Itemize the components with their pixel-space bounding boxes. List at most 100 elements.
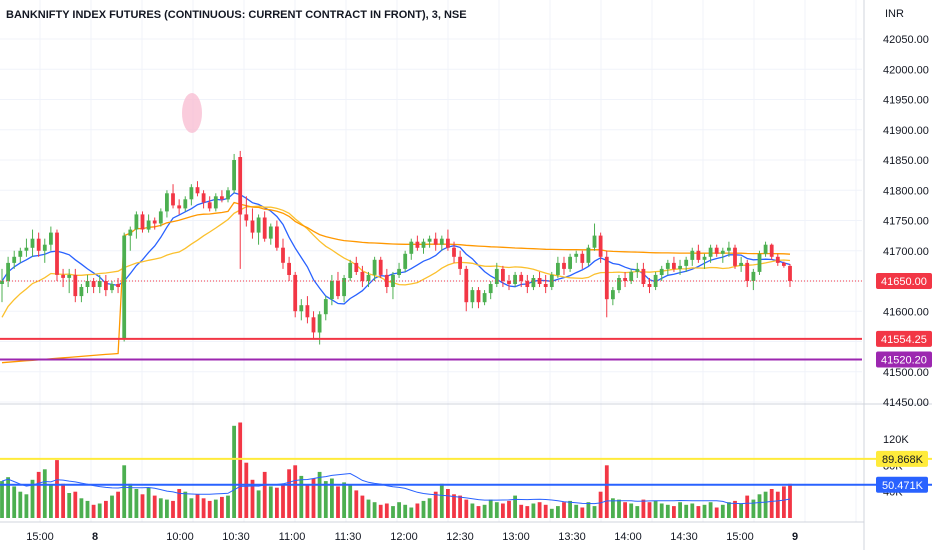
candle <box>665 262 670 269</box>
candle <box>146 220 151 230</box>
candle <box>549 274 554 287</box>
candle <box>629 271 634 281</box>
candle <box>299 305 304 312</box>
volume-bar <box>116 491 120 518</box>
volume-bar <box>659 503 664 518</box>
candle <box>672 262 676 269</box>
time-tick-label: 11:30 <box>335 531 362 543</box>
volume-bar <box>769 489 774 518</box>
candle <box>720 250 725 254</box>
candle <box>501 268 505 281</box>
volume-bar <box>611 498 615 519</box>
time-tick-label: 9 <box>792 531 798 543</box>
volume-bar <box>177 489 182 518</box>
volume-bar <box>549 508 554 518</box>
candle <box>708 247 713 257</box>
volume-bar <box>604 465 609 518</box>
volume-bar <box>183 491 188 518</box>
candle <box>366 274 371 281</box>
candle <box>788 265 792 281</box>
candle <box>751 271 756 281</box>
candle <box>348 262 353 278</box>
volume-bar <box>635 506 640 518</box>
price-badge-label: 41554.25 <box>881 334 927 346</box>
candle <box>189 187 194 200</box>
candle <box>268 226 273 239</box>
candle <box>36 238 41 251</box>
volume-bar <box>739 503 743 518</box>
volume-bar <box>446 489 450 518</box>
currency-label: INR <box>885 8 904 20</box>
candle <box>458 256 462 269</box>
volume-tick-label: 120K <box>883 434 909 446</box>
candle <box>201 193 206 203</box>
volume-badge <box>876 476 928 493</box>
vwap-line <box>1 201 791 364</box>
volume-bar <box>592 506 597 518</box>
candle <box>384 274 389 287</box>
candle <box>659 268 664 275</box>
time-tick-label: 15:00 <box>726 531 754 543</box>
volume-bar <box>439 483 444 518</box>
candle <box>690 250 695 260</box>
volume-bar <box>311 478 316 518</box>
volume-bar <box>427 498 432 519</box>
volume-bar <box>36 471 41 518</box>
price-tick-label: 41950.00 <box>883 95 929 107</box>
time-tick-label: 10:00 <box>166 531 194 543</box>
volume-bar <box>733 500 737 518</box>
volume-badge-label: 50.471K <box>882 480 924 492</box>
volume-bar <box>317 471 322 518</box>
candle <box>275 226 279 248</box>
price-badge-label: 41650.00 <box>881 276 927 288</box>
price-tick-label: 41450.00 <box>883 397 929 409</box>
volume-bar <box>134 489 139 518</box>
volume-bar <box>714 507 719 518</box>
volume-bar <box>690 503 695 518</box>
volume-bar <box>293 465 298 518</box>
candle <box>482 293 487 303</box>
volume-bar <box>287 469 291 518</box>
volume-bar <box>140 494 145 518</box>
candle <box>733 247 737 266</box>
volume-bar <box>262 471 267 518</box>
candle <box>745 262 750 281</box>
volume-bar <box>220 496 224 518</box>
volume-bar <box>788 483 792 518</box>
volume-bar <box>336 486 340 518</box>
volume-bar <box>513 495 517 518</box>
volume-bar <box>122 465 127 518</box>
candle <box>769 244 774 257</box>
candle <box>421 241 426 248</box>
volume-bar <box>189 498 194 519</box>
candle <box>446 238 450 248</box>
candle <box>696 250 701 260</box>
candle <box>30 238 35 248</box>
volume-bar <box>207 500 212 518</box>
volume-bar <box>348 485 353 518</box>
volume-bars <box>0 422 792 519</box>
candle <box>360 271 365 281</box>
volume-bar <box>85 500 90 518</box>
volume-bar <box>708 502 713 518</box>
ma-slow-line <box>1 205 791 318</box>
candle <box>293 274 298 312</box>
candle <box>702 256 707 260</box>
candle <box>171 193 175 206</box>
time-tick-label: 14:00 <box>614 531 642 543</box>
volume-bar <box>488 499 493 518</box>
volume-bar <box>299 475 304 518</box>
volume-bar <box>226 495 230 518</box>
candle <box>287 262 291 275</box>
volume-badge <box>876 450 928 467</box>
candle <box>617 278 621 291</box>
candle <box>49 232 53 245</box>
volume-bar <box>97 503 102 518</box>
time-tick-label: 8 <box>92 531 98 543</box>
volume-badge-label: 89.868K <box>882 454 924 466</box>
price-tick-label: 41900.00 <box>883 125 929 137</box>
price-badge <box>876 273 932 289</box>
candle <box>226 190 230 200</box>
candle <box>611 290 615 300</box>
